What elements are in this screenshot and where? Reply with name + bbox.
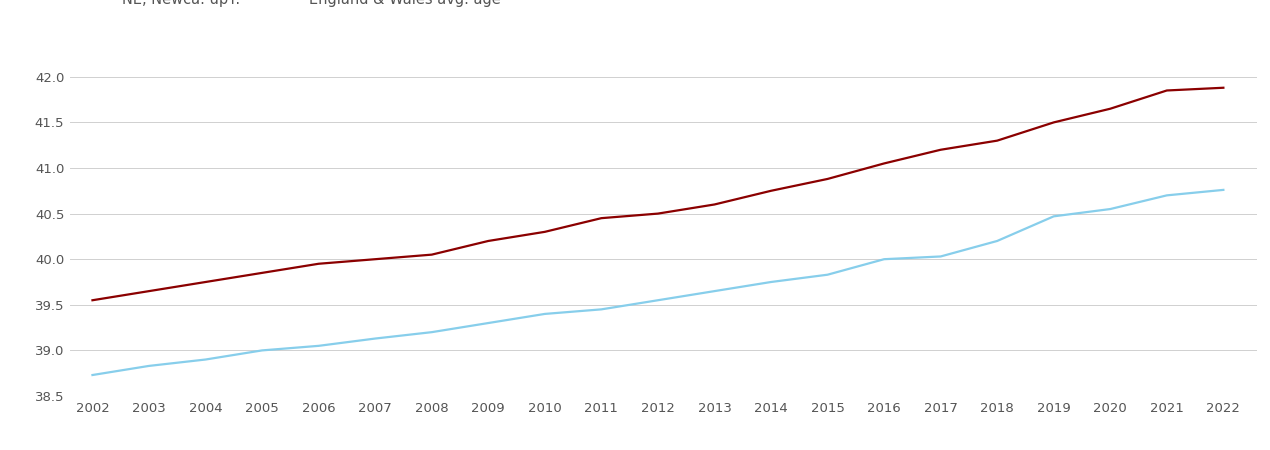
England & Wales avg. age xyxy=(537,311,552,317)
NE, Newca. upT. xyxy=(650,211,665,216)
England & Wales avg. age xyxy=(254,348,269,353)
England & Wales avg. age xyxy=(424,329,439,335)
England & Wales avg. age xyxy=(1215,187,1231,193)
NE, Newca. upT. xyxy=(1215,85,1231,90)
England & Wales avg. age xyxy=(198,357,213,362)
NE, Newca. upT. xyxy=(820,176,836,182)
England & Wales avg. age xyxy=(820,272,836,277)
NE, Newca. upT. xyxy=(537,229,552,234)
NE, Newca. upT. xyxy=(85,297,100,303)
England & Wales avg. age xyxy=(1160,193,1175,198)
England & Wales avg. age xyxy=(876,256,892,262)
NE, Newca. upT. xyxy=(933,147,949,153)
England & Wales avg. age xyxy=(141,363,156,369)
England & Wales avg. age xyxy=(763,279,779,285)
England & Wales avg. age xyxy=(594,306,610,312)
England & Wales avg. age xyxy=(989,238,1005,243)
NE, Newca. upT. xyxy=(763,188,779,194)
NE, Newca. upT. xyxy=(480,238,495,243)
England & Wales avg. age xyxy=(707,288,723,294)
Legend: NE, Newca. upT., England & Wales avg. age: NE, Newca. upT., England & Wales avg. ag… xyxy=(77,0,507,13)
England & Wales avg. age xyxy=(367,336,382,341)
Line: England & Wales avg. age: England & Wales avg. age xyxy=(93,190,1223,375)
NE, Newca. upT. xyxy=(367,256,382,262)
England & Wales avg. age xyxy=(311,343,326,349)
England & Wales avg. age xyxy=(933,254,949,259)
Line: NE, Newca. upT.: NE, Newca. upT. xyxy=(93,88,1223,300)
NE, Newca. upT. xyxy=(198,279,213,285)
NE, Newca. upT. xyxy=(989,138,1005,144)
NE, Newca. upT. xyxy=(424,252,439,257)
England & Wales avg. age xyxy=(85,372,100,378)
NE, Newca. upT. xyxy=(1102,106,1118,112)
NE, Newca. upT. xyxy=(311,261,326,266)
England & Wales avg. age xyxy=(1046,214,1062,219)
NE, Newca. upT. xyxy=(876,161,892,166)
NE, Newca. upT. xyxy=(594,216,610,221)
NE, Newca. upT. xyxy=(1046,120,1062,125)
England & Wales avg. age xyxy=(650,297,665,303)
England & Wales avg. age xyxy=(1102,207,1118,212)
England & Wales avg. age xyxy=(480,320,495,326)
NE, Newca. upT. xyxy=(141,288,156,294)
NE, Newca. upT. xyxy=(254,270,269,275)
NE, Newca. upT. xyxy=(1160,88,1175,93)
NE, Newca. upT. xyxy=(707,202,723,207)
